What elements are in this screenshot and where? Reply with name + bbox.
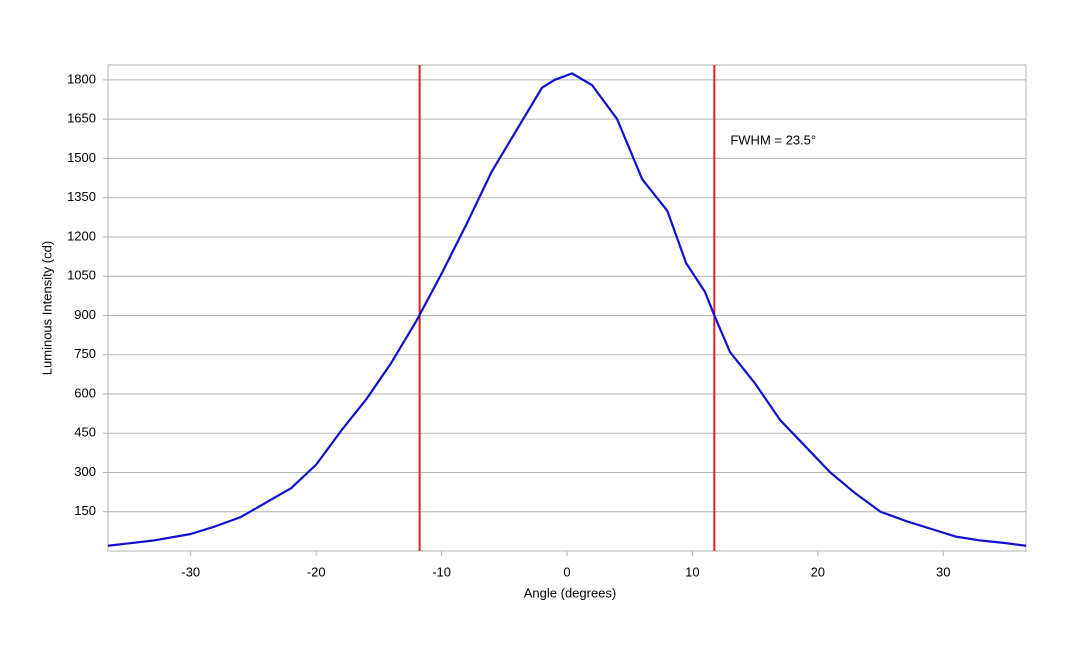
y-tick-label: 1500 <box>67 150 96 165</box>
x-tick-label: 0 <box>563 564 570 579</box>
x-tick-label: 30 <box>936 564 950 579</box>
plot-frame <box>107 64 1027 552</box>
y-tick-label: 1050 <box>67 268 96 283</box>
y-tick-label: 1650 <box>67 111 96 126</box>
line-series <box>107 72 1027 547</box>
y-tick-label: 1200 <box>67 228 96 243</box>
x-tick-label: -20 <box>307 564 326 579</box>
x-tick-label: -10 <box>432 564 451 579</box>
x-tick-label: 20 <box>811 564 825 579</box>
y-tick-label: 600 <box>74 385 96 400</box>
annotation: FWHM = 23.5° <box>730 132 816 147</box>
y-tick-label: 450 <box>74 425 96 440</box>
x-tick-label: 10 <box>685 564 699 579</box>
y-tick-label: 1350 <box>67 189 96 204</box>
x-tick-label: -30 <box>181 564 200 579</box>
y-tick-label: 300 <box>74 464 96 479</box>
y-tick-label: 1800 <box>67 71 96 86</box>
y-tick-label: 150 <box>74 503 96 518</box>
x-axis-label: Angle (degrees) <box>524 585 617 600</box>
y-axis-label: Luminous Intensity (cd) <box>39 241 54 375</box>
y-tick-label: 900 <box>74 307 96 322</box>
y-tick-label: 750 <box>74 346 96 361</box>
